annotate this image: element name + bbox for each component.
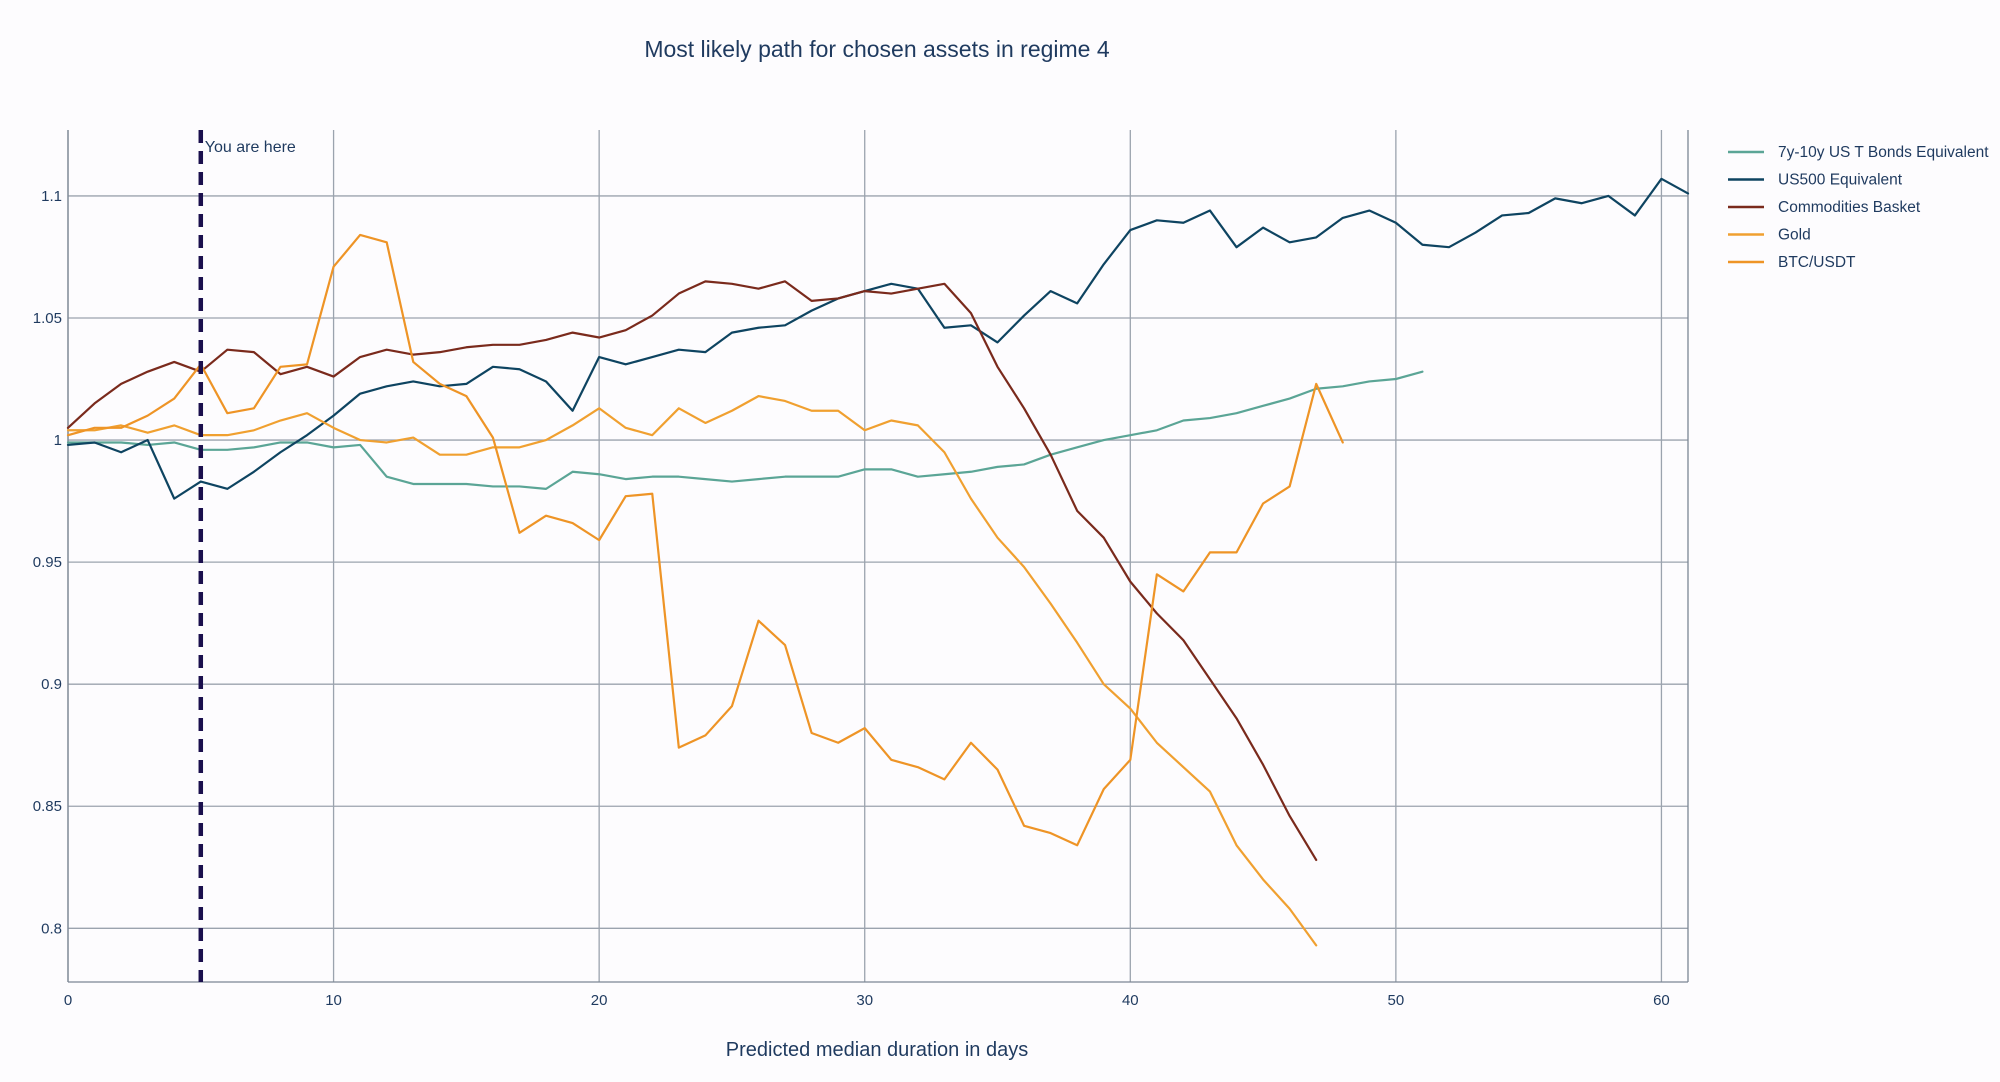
you-are-here-marker: You are here [198, 130, 296, 982]
legend-label: BTC/USDT [1778, 254, 1856, 271]
y-tick-label: 0.9 [41, 676, 62, 693]
legend-item[interactable]: BTC/USDT [1728, 254, 1856, 271]
marker-label: You are here [205, 139, 296, 156]
x-tick-label: 50 [1388, 992, 1405, 1009]
legend-label: 7y-10y US T Bonds Equivalent [1778, 144, 1989, 161]
legend-label: Gold [1778, 227, 1811, 244]
y-tick-label: 1.1 [41, 188, 62, 205]
legend[interactable]: 7y-10y US T Bonds Equivalent US500 Equiva… [1728, 144, 1989, 271]
series-line-commodities-basket[interactable] [66, 280, 1318, 862]
grid [67, 130, 1688, 982]
x-tick-label: 30 [856, 992, 873, 1009]
x-tick-label: 40 [1122, 992, 1139, 1009]
series-line-7y-10y-us-t-bonds-equivalent[interactable] [66, 370, 1424, 490]
y-tick-label: 1.05 [33, 310, 62, 327]
x-axis-title: Predicted median duration in days [726, 1039, 1028, 1061]
y-tick-label: 1 [54, 432, 62, 449]
axes [67, 130, 1689, 983]
y-tick-label: 0.85 [33, 798, 62, 815]
y-tick-label: 0.8 [41, 920, 62, 937]
legend-item[interactable]: 7y-10y US T Bonds Equivalent [1728, 144, 1989, 161]
x-tick-label: 60 [1653, 992, 1670, 1009]
y-tick-label: 0.95 [33, 554, 62, 571]
chart-title: Most likely path for chosen assets in re… [644, 36, 1110, 62]
series-line-gold[interactable] [66, 395, 1318, 947]
x-axis-ticks: 0 10 20 30 40 50 60 [64, 992, 1670, 1009]
legend-item[interactable]: Commodities Basket [1728, 199, 1921, 216]
x-tick-label: 10 [325, 992, 342, 1009]
x-tick-label: 0 [64, 992, 72, 1009]
legend-item[interactable]: US500 Equivalent [1728, 172, 1903, 189]
x-tick-label: 20 [591, 992, 608, 1009]
series-layer [66, 177, 1690, 947]
series-line-btc-usdt[interactable] [66, 233, 1344, 847]
series-line-us500-equivalent[interactable] [66, 177, 1690, 500]
legend-label: Commodities Basket [1778, 199, 1921, 216]
legend-label: US500 Equivalent [1778, 172, 1903, 189]
legend-item[interactable]: Gold [1728, 227, 1811, 244]
y-axis-ticks: 0.8 0.85 0.9 0.95 1 1.05 1.1 [33, 188, 62, 937]
